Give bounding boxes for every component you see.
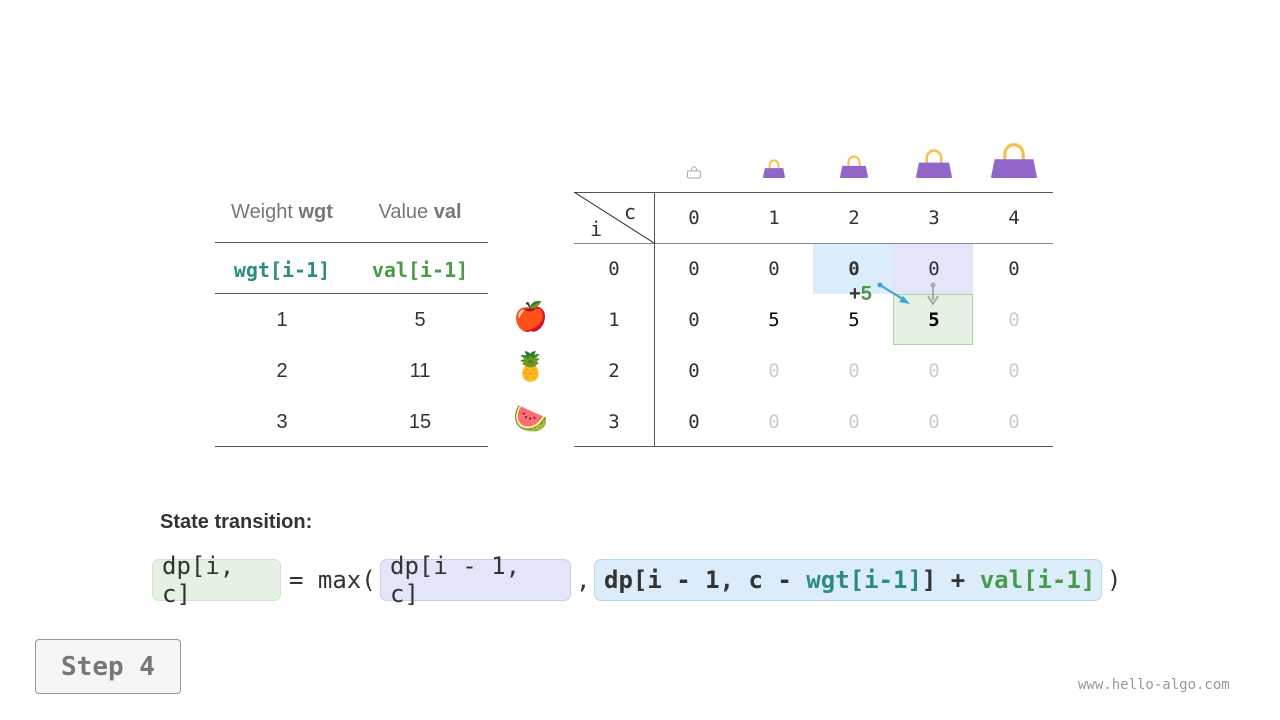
state-transition-title: State transition: (160, 511, 313, 533)
watermark: www.hello-algo.com (1078, 677, 1230, 693)
bag-empty-icon (687, 166, 701, 179)
step-button[interactable]: Step 4 (35, 639, 181, 694)
wgt-cell: 2 (276, 360, 288, 382)
close-paren: ) (1107, 566, 1122, 594)
val-subheader: val[i-1] (371, 258, 469, 282)
comma: , (576, 566, 591, 594)
dp-cell: 0 (688, 410, 700, 433)
col-header: 2 (848, 206, 860, 229)
dp-cell: 0 (928, 257, 940, 280)
wgt-subheader: wgt[i-1] (233, 258, 331, 282)
dp-cell: 5 (928, 308, 940, 331)
dp-cell: 0 (1008, 257, 1020, 280)
corner-c-label: c (624, 200, 637, 224)
bag-icon (991, 143, 1037, 178)
apple-icon: 🍎 (513, 301, 548, 332)
bag-icon (763, 159, 785, 178)
dp-cell: 0 (848, 410, 860, 433)
dp-cell: 0 (1008, 308, 1020, 331)
dp-cell: 0 (688, 257, 700, 280)
dp-cell: 0 (768, 410, 780, 433)
dp-cell: 0 (928, 359, 940, 382)
row-header: 2 (608, 359, 620, 382)
row-header: 3 (608, 410, 620, 433)
dp-cell: 5 (848, 308, 860, 331)
watermelon-icon: 🍉 (513, 403, 548, 434)
dp-cell: 0 (1008, 359, 1020, 382)
val-cell: 15 (408, 411, 432, 433)
dp-cell: 0 (848, 359, 860, 382)
bag-icon (840, 155, 868, 178)
value-header: Value val (378, 201, 462, 223)
pineapple-icon: 🍍 (513, 351, 548, 382)
weight-header: Weight wgt (231, 201, 333, 223)
val-cell: 5 (414, 309, 426, 331)
bag-icon (916, 149, 952, 178)
wgt-cell: 1 (276, 309, 288, 331)
col-header: 3 (928, 206, 940, 229)
dp-cell: 5 (768, 308, 780, 331)
arrow-label: +5 (849, 283, 872, 305)
col-header: 0 (688, 206, 700, 229)
dp-cell: 0 (768, 257, 780, 280)
dp-cell: 0 (688, 308, 700, 331)
val-cell: 11 (409, 360, 431, 382)
col-header: 4 (1008, 206, 1020, 229)
lhs-box: dp[i, c] (152, 552, 281, 608)
dp-cell: 0 (928, 410, 940, 433)
option-skip-box: dp[i - 1, c] (380, 552, 571, 608)
wgt-cell: 3 (276, 411, 288, 433)
option-take-box: dp[i - 1, c - wgt[i-1]] + val[i-1] (594, 559, 1102, 601)
corner-diagonal (574, 192, 654, 244)
max-text: = max( (289, 566, 376, 594)
row-header: 0 (608, 257, 620, 280)
dp-cell: 0 (688, 359, 700, 382)
row-header: 1 (608, 308, 620, 331)
col-header: 1 (768, 206, 780, 229)
corner-i-label: i (590, 217, 603, 241)
dp-cell: 0 (1008, 410, 1020, 433)
dp-cell: 0 (848, 257, 860, 280)
dp-cell: 0 (768, 359, 780, 382)
